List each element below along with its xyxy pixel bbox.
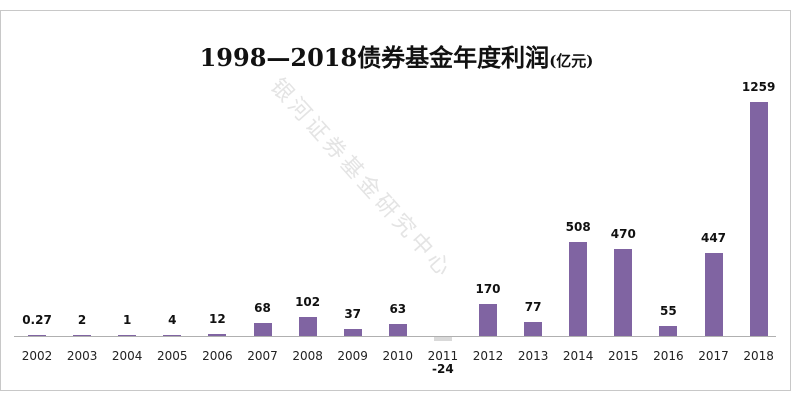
bar (524, 321, 543, 336)
bar (614, 248, 633, 336)
bar (569, 241, 588, 336)
x-tick-label: 2010 (382, 349, 414, 363)
x-tick-label: 2013 (517, 349, 549, 363)
bar (73, 334, 92, 336)
data-label: 4 (168, 312, 177, 327)
bar (749, 102, 768, 336)
bar (118, 334, 137, 336)
bar (163, 334, 182, 336)
data-label: 470 (610, 226, 636, 241)
data-label: -24 (432, 362, 454, 376)
bar (343, 329, 362, 336)
x-tick-label: 2016 (653, 349, 684, 363)
data-label: 37 (344, 307, 362, 322)
bar (298, 317, 317, 336)
bar (479, 304, 497, 336)
data-label: 2 (77, 312, 87, 327)
data-label: 1 (123, 312, 132, 327)
x-tick-label: 2009 (337, 349, 368, 363)
x-axis-line (14, 336, 776, 337)
bar (433, 337, 452, 342)
x-tick-label: 2017 (698, 349, 729, 363)
x-tick-label: 2015 (608, 349, 639, 363)
bar (208, 333, 227, 336)
x-tick-label: 2007 (247, 349, 278, 363)
data-label: 12 (209, 311, 226, 326)
x-tick-label: 2011 (427, 349, 459, 363)
data-label: 63 (389, 302, 407, 317)
data-label: 77 (524, 299, 542, 314)
x-tick-label: 2006 (202, 349, 233, 363)
data-label: 102 (295, 295, 321, 310)
data-label: 508 (565, 219, 591, 234)
x-tick-label: 2003 (66, 349, 98, 363)
data-label: 1259 (741, 80, 776, 94)
bar (704, 252, 723, 336)
data-label: 68 (254, 301, 271, 316)
data-label: 55 (660, 303, 677, 318)
data-label: 170 (475, 282, 501, 297)
chart-title: 1998—2018债券基金年度利润(亿元) (0, 38, 793, 73)
title-unit: (亿元) (549, 52, 594, 70)
x-tick-label: 2018 (743, 349, 774, 363)
bar (28, 334, 46, 336)
x-tick-label: 2002 (21, 349, 53, 363)
bar (253, 323, 272, 336)
x-tick-label: 2004 (111, 349, 143, 363)
x-tick-label: 2012 (472, 349, 504, 363)
data-label: 447 (700, 230, 727, 245)
bar (388, 324, 407, 336)
x-tick-label: 2014 (562, 349, 594, 363)
bar (659, 325, 678, 336)
x-tick-label: 2008 (292, 349, 323, 363)
x-tick-label: 2005 (157, 349, 188, 363)
data-label: 0.27 (22, 312, 52, 327)
title-text: 1998—2018债券基金年度利润 (199, 43, 550, 72)
